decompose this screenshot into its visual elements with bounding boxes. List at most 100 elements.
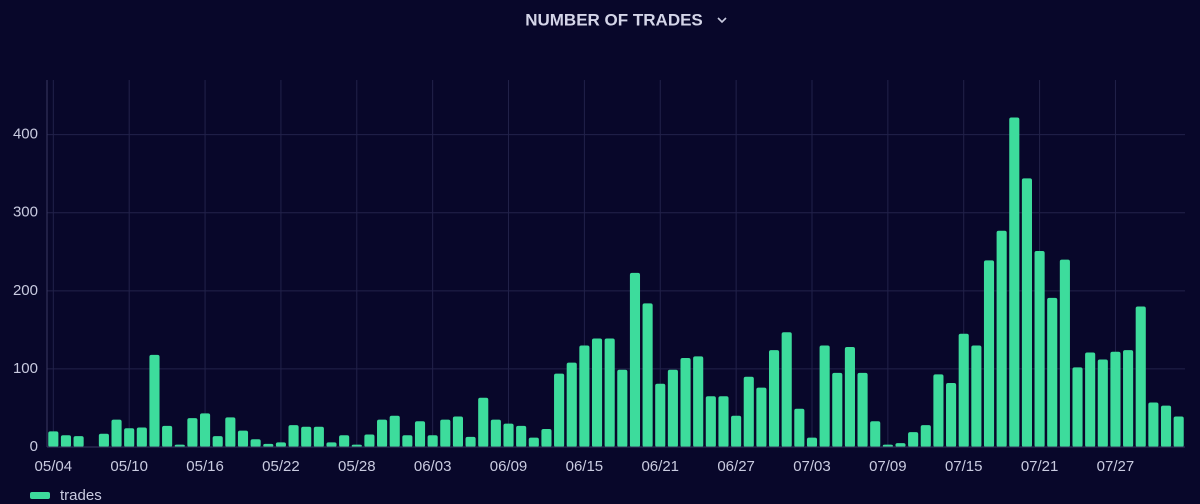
bar (60, 435, 72, 447)
bar (1123, 350, 1134, 447)
bar (1148, 402, 1159, 447)
bar (250, 439, 261, 447)
y-tick-label: 0 (30, 438, 38, 455)
bar (1034, 251, 1045, 447)
bar (642, 303, 653, 447)
bar (1047, 297, 1058, 447)
bar (237, 430, 249, 447)
bar (389, 415, 400, 447)
x-tick-label: 07/03 (793, 458, 831, 475)
bar (882, 444, 893, 447)
bar (895, 443, 906, 447)
bar (870, 421, 881, 447)
bar (844, 347, 855, 447)
bar (857, 372, 868, 447)
bar (983, 260, 995, 447)
x-tick-label: 06/27 (717, 458, 755, 475)
bar (149, 354, 160, 447)
x-tick-label: 07/27 (1097, 458, 1135, 475)
bar (1059, 259, 1070, 447)
bar (288, 425, 299, 447)
bar (73, 436, 84, 447)
y-tick-label: 300 (13, 204, 38, 221)
bar (402, 435, 413, 447)
bar (199, 413, 211, 447)
bar (579, 345, 590, 447)
bar (465, 436, 476, 447)
bar (187, 418, 198, 447)
bar (781, 332, 792, 447)
bar (339, 435, 350, 447)
bar (806, 437, 818, 447)
legend-swatch (30, 492, 50, 499)
bar (731, 415, 742, 447)
bar (452, 416, 464, 447)
bar (946, 382, 957, 447)
bar (301, 426, 312, 447)
bar (1085, 352, 1096, 447)
x-tick-label: 07/15 (945, 458, 983, 475)
bar (566, 362, 577, 447)
bar (819, 345, 830, 447)
bar (832, 372, 843, 447)
bar (996, 230, 1007, 447)
bar (541, 429, 552, 447)
bar (933, 374, 944, 447)
bar (1021, 178, 1033, 447)
bar (1110, 351, 1121, 447)
bar (655, 383, 666, 447)
bar (414, 421, 426, 447)
bar (794, 408, 805, 447)
bar (1173, 416, 1184, 447)
bar (1009, 117, 1020, 448)
bar (680, 357, 691, 447)
bar (1135, 306, 1146, 447)
bar (225, 417, 236, 447)
bar (98, 433, 109, 447)
bar (591, 338, 603, 447)
bar (768, 350, 780, 447)
bar (174, 444, 185, 447)
bar (48, 431, 59, 447)
x-tick-label: 05/10 (110, 458, 148, 475)
bar (478, 397, 489, 447)
x-tick-label: 06/09 (490, 458, 528, 475)
x-tick-label: 05/16 (186, 458, 224, 475)
bar (377, 419, 388, 447)
bar (1072, 367, 1083, 447)
bar (629, 272, 641, 447)
bar (705, 396, 716, 447)
bar (124, 428, 135, 447)
bar (111, 419, 122, 447)
bar (427, 435, 438, 447)
bar (971, 345, 982, 447)
bar (212, 436, 223, 447)
bar (617, 369, 628, 447)
bar (351, 444, 362, 447)
x-tick-label: 05/04 (35, 458, 73, 475)
chart-title[interactable]: NUMBER OF TRADES (525, 10, 703, 29)
dropdown-chevron[interactable] (717, 17, 727, 24)
x-tick-label: 07/21 (1021, 458, 1059, 475)
x-tick-label: 07/09 (869, 458, 907, 475)
x-tick-label: 05/28 (338, 458, 376, 475)
bar (364, 434, 375, 447)
bar (920, 425, 931, 447)
bar (908, 432, 919, 447)
x-tick-label: 05/22 (262, 458, 300, 475)
bar (490, 419, 501, 447)
bar (667, 369, 678, 447)
bar (326, 442, 337, 447)
bar (718, 396, 729, 447)
bar (958, 333, 969, 447)
bar (756, 387, 767, 447)
x-tick-label: 06/21 (641, 458, 679, 475)
x-tick-label: 06/15 (566, 458, 604, 475)
bar (554, 373, 565, 447)
bar (743, 376, 754, 447)
legend-label: trades (60, 487, 102, 504)
bar (275, 442, 286, 447)
y-tick-label: 400 (13, 126, 38, 143)
bar (604, 338, 615, 447)
